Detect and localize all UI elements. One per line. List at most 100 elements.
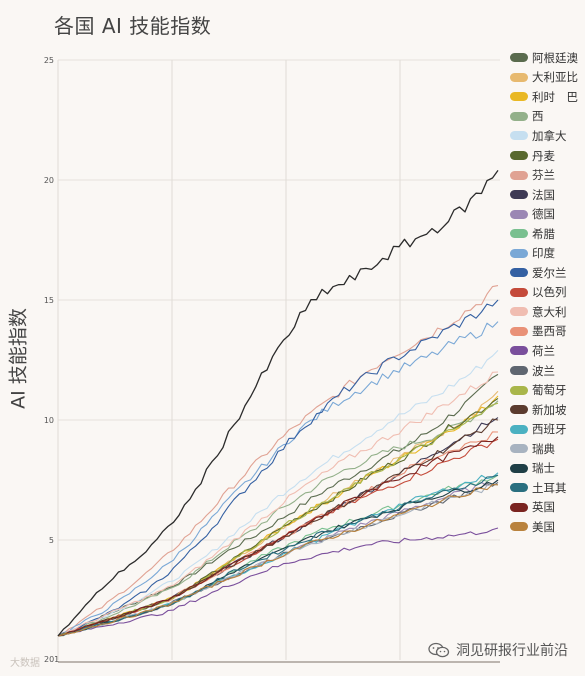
legend-swatch — [510, 72, 528, 82]
legend-swatch — [510, 522, 528, 532]
legend-swatch — [510, 190, 528, 200]
legend-item: 大利亚比 — [510, 68, 585, 88]
legend-item: 西 — [510, 107, 585, 127]
legend-label: 阿根廷澳 — [532, 50, 578, 65]
y-tick-label: 15 — [44, 296, 54, 305]
legend-label: 丹麦 — [532, 148, 555, 163]
legend-label: 大利亚比 — [532, 70, 578, 85]
legend-label: 以色列 — [532, 285, 567, 300]
legend-item: 美国 — [510, 517, 585, 537]
legend-swatch — [510, 463, 528, 473]
legend-label: 瑞典 — [532, 441, 555, 456]
legend-item: 利时 巴 — [510, 87, 585, 107]
legend-swatch — [510, 111, 528, 121]
series-line — [57, 285, 499, 637]
legend-swatch — [510, 229, 528, 239]
legend-item: 阿根廷澳 — [510, 48, 585, 68]
series-line — [57, 474, 499, 637]
legend-swatch — [510, 248, 528, 258]
legend-label: 希腊 — [532, 226, 555, 241]
chart-legend: 阿根廷澳大利亚比利时 巴西加拿大丹麦芬兰法国德国希腊印度爱尔兰以色列意大利墨西哥… — [510, 48, 585, 537]
legend-label: 英国 — [532, 500, 555, 515]
legend-swatch — [510, 209, 528, 219]
chart-series-lines — [57, 170, 499, 637]
legend-label: 新加坡 — [532, 402, 567, 417]
series-line — [57, 170, 499, 637]
legend-item: 以色列 — [510, 283, 585, 303]
x-tick-label: 201 — [44, 655, 59, 664]
legend-label: 葡萄牙 — [532, 383, 567, 398]
legend-label: 意大利 — [532, 304, 567, 319]
legend-item: 墨西哥 — [510, 322, 585, 342]
series-line — [57, 390, 499, 637]
legend-swatch — [510, 151, 528, 160]
legend-label: 加拿大 — [532, 128, 567, 143]
legend-label: 土耳其 — [532, 480, 567, 495]
legend-item: 意大利 — [510, 302, 585, 322]
legend-item: 爱尔兰 — [510, 263, 585, 283]
legend-label: 波兰 — [532, 363, 555, 378]
legend-swatch — [510, 444, 528, 454]
legend-swatch — [510, 326, 528, 336]
legend-swatch — [510, 170, 528, 180]
series-line — [57, 400, 499, 637]
legend-swatch — [510, 385, 528, 395]
legend-item: 荷兰 — [510, 341, 585, 361]
legend-item: 德国 — [510, 204, 585, 224]
series-line — [57, 484, 499, 637]
legend-swatch — [510, 131, 528, 141]
series-line — [57, 299, 499, 637]
legend-item: 新加坡 — [510, 400, 585, 420]
legend-label: 西 — [532, 109, 544, 124]
legend-swatch — [510, 92, 528, 102]
legend-item: 英国 — [510, 498, 585, 518]
legend-item: 法国 — [510, 185, 585, 205]
wechat-account-badge: 洞见研报行业前沿 — [428, 640, 568, 660]
wechat-icon — [428, 642, 450, 658]
legend-item: 加拿大 — [510, 126, 585, 146]
legend-label: 利时 巴 — [532, 89, 578, 104]
chart-tick-labels: 5 10 15 20 25 201 — [44, 56, 59, 664]
legend-item: 波兰 — [510, 361, 585, 381]
series-line — [57, 483, 499, 637]
y-tick-label: 5 — [49, 536, 54, 545]
legend-item: 丹麦 — [510, 146, 585, 166]
legend-label: 芬兰 — [532, 168, 555, 183]
legend-swatch — [510, 287, 528, 297]
legend-swatch — [510, 53, 528, 63]
legend-item: 西班牙 — [510, 419, 585, 439]
legend-label: 墨西哥 — [532, 324, 567, 339]
chart-title: 各国 AI 技能指数 — [54, 14, 212, 38]
y-tick-label: 25 — [44, 56, 54, 65]
series-line — [57, 321, 499, 637]
series-line — [57, 527, 499, 637]
legend-swatch — [510, 307, 528, 317]
legend-item: 土耳其 — [510, 478, 585, 498]
watermark-text: 大数据 — [10, 658, 40, 669]
chart-grid — [57, 59, 500, 663]
legend-label: 西班牙 — [532, 422, 567, 437]
wechat-account-name: 洞见研报行业前沿 — [456, 643, 568, 659]
y-tick-label: 10 — [44, 416, 54, 425]
legend-label: 荷兰 — [532, 343, 555, 358]
legend-label: 爱尔兰 — [532, 265, 567, 280]
legend-label: 印度 — [532, 246, 555, 261]
legend-item: 瑞典 — [510, 439, 585, 459]
series-line — [57, 431, 499, 637]
legend-label: 法国 — [532, 187, 555, 202]
legend-label: 德国 — [532, 207, 555, 222]
legend-item: 印度 — [510, 243, 585, 263]
legend-item: 希腊 — [510, 224, 585, 244]
legend-swatch — [510, 424, 528, 434]
series-line — [57, 395, 499, 637]
legend-swatch — [510, 346, 528, 356]
legend-item: 芬兰 — [510, 165, 585, 185]
legend-item: 葡萄牙 — [510, 380, 585, 400]
legend-swatch — [510, 405, 528, 415]
series-line — [57, 436, 499, 637]
legend-label: 美国 — [532, 519, 555, 534]
series-line — [57, 371, 499, 637]
legend-label: 瑞士 — [532, 461, 555, 476]
legend-swatch — [510, 502, 528, 512]
